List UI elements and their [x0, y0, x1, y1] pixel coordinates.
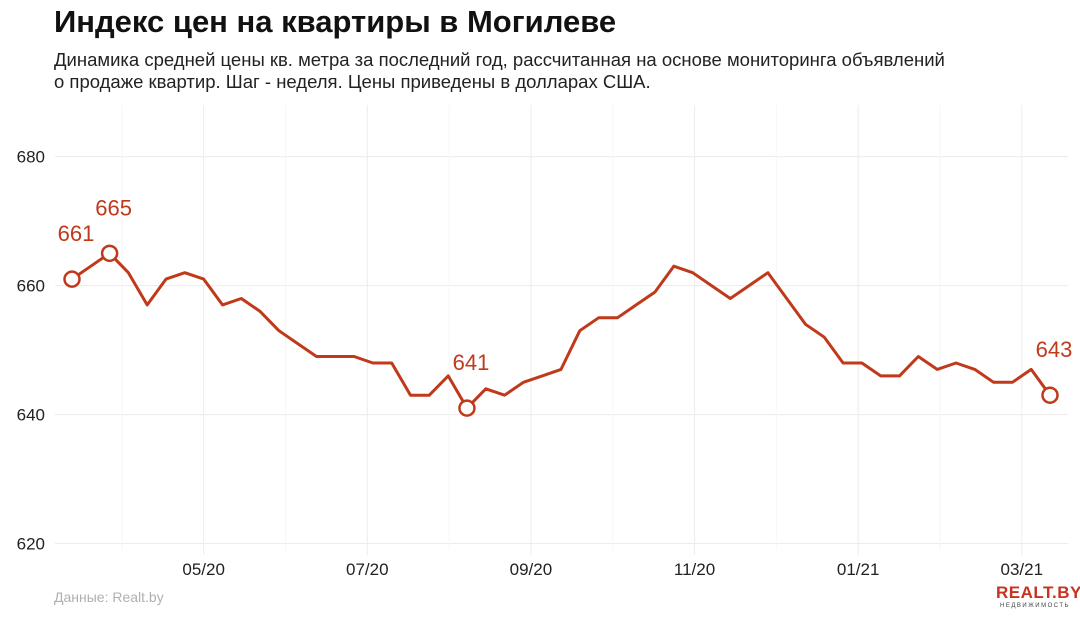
grid-lines — [55, 105, 1068, 555]
y-axis-ticks: 620 640 660 680 — [17, 148, 45, 554]
annotated-point — [63, 270, 81, 288]
data-source: Данные: Realt.by — [54, 589, 164, 605]
x-axis-ticks: 05/20 07/20 09/20 11/20 01/21 03/21 — [182, 560, 1043, 579]
logo-sub-text: НЕДВИЖИМОСТЬ — [1000, 603, 1070, 609]
annotated-point — [458, 399, 476, 417]
logo-main-text: REALT.BY — [996, 583, 1080, 602]
annotation-label: 665 — [95, 195, 132, 220]
y-tick-label: 680 — [17, 148, 45, 167]
x-tick-label: 07/20 — [346, 560, 389, 579]
y-tick-label: 660 — [17, 277, 45, 296]
x-tick-label: 09/20 — [510, 560, 553, 579]
annotated-point — [100, 244, 119, 263]
chart-title: Индекс цен на квартиры в Могилеве — [54, 4, 617, 39]
y-tick-label: 620 — [17, 535, 45, 554]
annotation-label: 661 — [58, 221, 95, 246]
annotation-label: 641 — [453, 350, 490, 375]
chart-subtitle: Динамика средней цены кв. метра за после… — [54, 49, 945, 92]
annotated-point — [1041, 386, 1059, 404]
x-tick-label: 03/21 — [1001, 560, 1044, 579]
annotation-label: 643 — [1036, 337, 1073, 362]
x-tick-label: 05/20 — [182, 560, 225, 579]
x-tick-label: 11/20 — [674, 560, 715, 579]
price-series — [70, 251, 1052, 410]
y-tick-label: 640 — [17, 406, 45, 425]
price-line — [70, 251, 1052, 410]
realt-logo: REALT.BY НЕДВИЖИМОСТЬ — [996, 583, 1080, 610]
x-tick-label: 01/21 — [837, 560, 880, 579]
